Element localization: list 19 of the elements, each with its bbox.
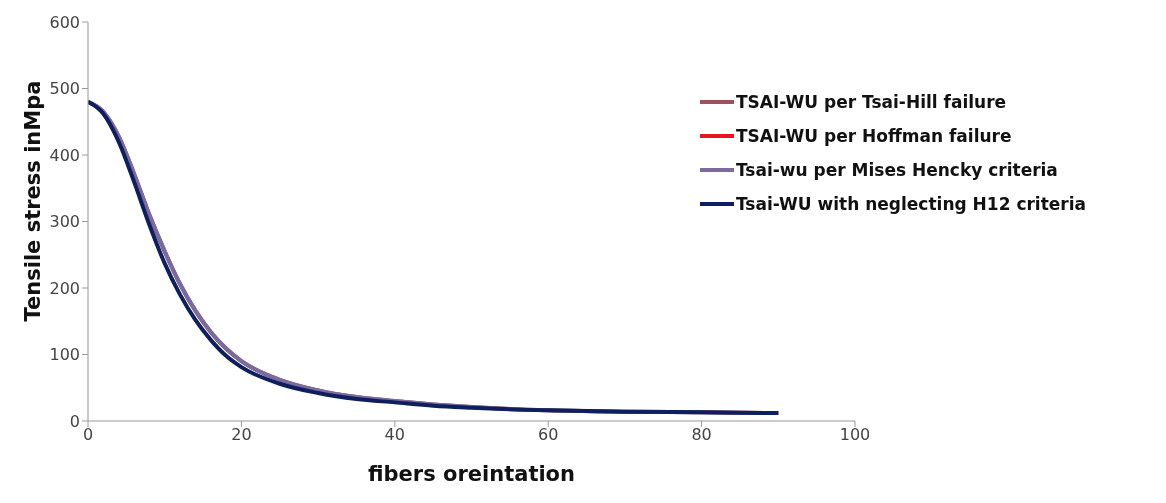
y-tick-label: 500 [49,79,80,99]
x-tick-label: 20 [231,425,252,445]
y-tick-label: 300 [49,212,80,232]
x-tick-label: 40 [384,425,405,445]
y-tick-label: 0 [69,411,80,431]
y-axis-title: Tensile stress inMpa [21,80,46,322]
x-tick-label: 0 [82,425,94,445]
x-tick-label: 60 [538,425,559,445]
y-tick-label: 200 [49,278,80,298]
legend-label: TSAI-WU per Hoffman failure [736,126,1012,146]
x-axis-title: fibers oreintation [367,462,576,486]
legend-label: Tsai-wu per Mises Hencky criteria [736,160,1058,180]
legend-label: Tsai-WU with neglecting H12 criteria [736,194,1087,214]
y-tick-label: 600 [49,12,80,32]
legend-label: TSAI-WU per Tsai-Hill failure [736,92,1007,112]
y-tick-label: 400 [49,145,80,165]
x-tick-label: 80 [691,425,712,445]
y-tick-label: 100 [49,345,80,365]
x-tick-label: 100 [839,425,871,445]
